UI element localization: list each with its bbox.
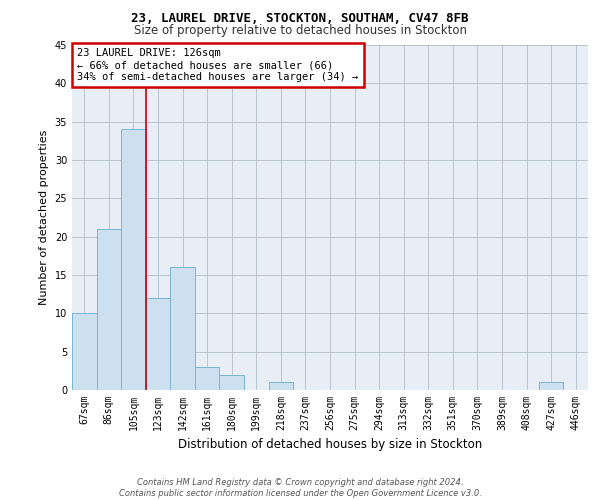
Text: Contains HM Land Registry data © Crown copyright and database right 2024.
Contai: Contains HM Land Registry data © Crown c…: [119, 478, 481, 498]
Text: Size of property relative to detached houses in Stockton: Size of property relative to detached ho…: [133, 24, 467, 37]
X-axis label: Distribution of detached houses by size in Stockton: Distribution of detached houses by size …: [178, 438, 482, 452]
Bar: [539, 382, 563, 390]
Text: 23 LAUREL DRIVE: 126sqm
← 66% of detached houses are smaller (66)
34% of semi-de: 23 LAUREL DRIVE: 126sqm ← 66% of detache…: [77, 48, 358, 82]
Bar: [220, 374, 244, 390]
Bar: [195, 367, 220, 390]
Bar: [121, 130, 146, 390]
Y-axis label: Number of detached properties: Number of detached properties: [39, 130, 49, 305]
Bar: [72, 314, 97, 390]
Text: 23, LAUREL DRIVE, STOCKTON, SOUTHAM, CV47 8FB: 23, LAUREL DRIVE, STOCKTON, SOUTHAM, CV4…: [131, 12, 469, 26]
Bar: [269, 382, 293, 390]
Bar: [146, 298, 170, 390]
Bar: [170, 268, 195, 390]
Bar: [97, 229, 121, 390]
